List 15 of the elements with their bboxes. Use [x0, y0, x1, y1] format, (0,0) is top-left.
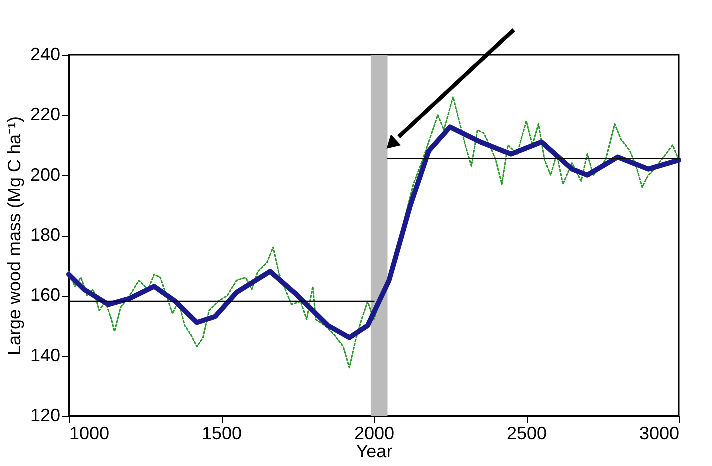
y-axis-title: Large wood mass (Mg C ha⁻¹) [4, 116, 24, 356]
y-tick-label: 180 [30, 225, 60, 245]
y-tick-label: 220 [30, 104, 60, 125]
y-tick-label: 160 [30, 285, 60, 306]
x-axis-title: Year [356, 442, 393, 462]
x-tick-label: 2500 [506, 424, 548, 444]
x-tick-label: 1500 [202, 424, 242, 444]
y-tick-label: 200 [30, 164, 60, 185]
y-tick-label: 140 [30, 345, 60, 366]
x-tick-label: 1000 [70, 424, 110, 444]
y-tick-label: 240 [30, 44, 60, 64]
line-series [68, 96, 680, 369]
x-tick-label: 2000 [354, 424, 395, 444]
x-tick-label: 3000 [639, 424, 680, 444]
y-tick-label: 120 [30, 406, 60, 426]
